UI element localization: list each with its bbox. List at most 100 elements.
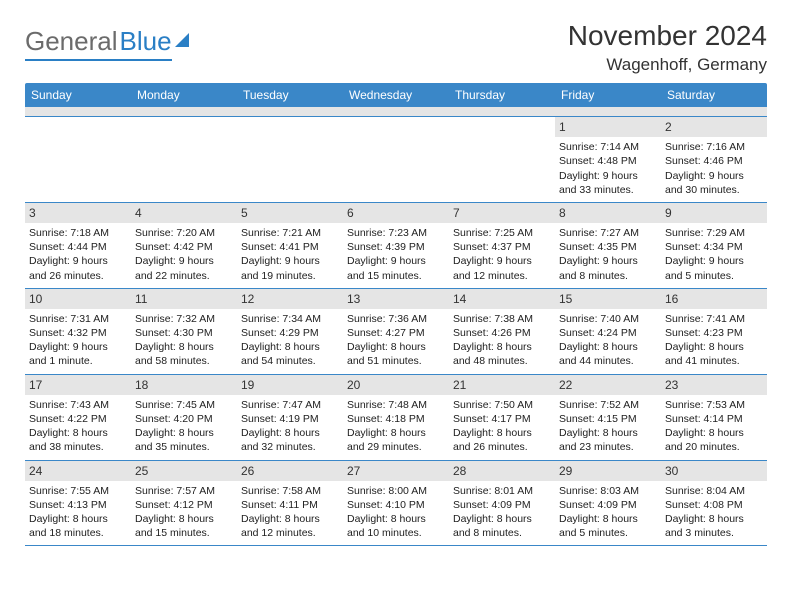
daylight-line: Daylight: 9 hours and 33 minutes. xyxy=(559,169,657,197)
day-cell: 25Sunrise: 7:57 AMSunset: 4:12 PMDayligh… xyxy=(131,461,237,546)
spacer-row xyxy=(25,107,767,117)
daylight-line: Daylight: 8 hours and 41 minutes. xyxy=(665,340,763,368)
daylight-line: Daylight: 9 hours and 19 minutes. xyxy=(241,254,339,282)
day-cell: 4Sunrise: 7:20 AMSunset: 4:42 PMDaylight… xyxy=(131,203,237,288)
day-cell: 12Sunrise: 7:34 AMSunset: 4:29 PMDayligh… xyxy=(237,289,343,374)
sunrise-line: Sunrise: 8:04 AM xyxy=(665,484,763,498)
day-cell: 17Sunrise: 7:43 AMSunset: 4:22 PMDayligh… xyxy=(25,375,131,460)
day-number: 4 xyxy=(131,203,237,223)
daylight-line: Daylight: 8 hours and 32 minutes. xyxy=(241,426,339,454)
day-cell: 29Sunrise: 8:03 AMSunset: 4:09 PMDayligh… xyxy=(555,461,661,546)
title-block: November 2024 Wagenhoff, Germany xyxy=(568,20,767,75)
day-number: 16 xyxy=(661,289,767,309)
day-number: 17 xyxy=(25,375,131,395)
week-row: 17 Sunrise: 7:43 AMSunset: 4:22 PM Dayligh… xyxy=(25,375,767,461)
day-cell: 16 Sunrise: 7:41 AMSunset: 4:23 PMDayligh… xyxy=(661,289,767,374)
daylight-line: Daylight: 9 hours and 30 minutes. xyxy=(665,169,763,197)
daylight-line: Daylight: 8 hours and 8 minutes. xyxy=(453,512,551,540)
daylight-line: Daylight: 8 hours and 26 minutes. xyxy=(453,426,551,454)
daylight-line: Daylight: 8 hours and 5 minutes. xyxy=(559,512,657,540)
daylight-line: Daylight: 8 hours and 44 minutes. xyxy=(559,340,657,368)
day-number: 28 xyxy=(449,461,555,481)
sunset-line: Sunset: 4:48 PM xyxy=(559,154,657,168)
day-number: 25 xyxy=(131,461,237,481)
daylight-line: Daylight: 9 hours and 15 minutes. xyxy=(347,254,445,282)
sunrise-line: Sunrise: 7:14 AM xyxy=(559,140,657,154)
day-cell: 26Sunrise: 7:58 AMSunset: 4:11 PMDayligh… xyxy=(237,461,343,546)
logo-triangle-icon xyxy=(175,33,189,47)
sunrise-line: Sunrise: 7:16 AM xyxy=(665,140,763,154)
sunset-line: Sunset: 4:12 PM xyxy=(135,498,233,512)
day-number: 15 xyxy=(555,289,661,309)
daylight-line: Daylight: 8 hours and 58 minutes. xyxy=(135,340,233,368)
sunset-line: Sunset: 4:13 PM xyxy=(29,498,127,512)
sunset-line: Sunset: 4:34 PM xyxy=(665,240,763,254)
sunset-line: Sunset: 4:08 PM xyxy=(665,498,763,512)
sunset-line: Sunset: 4:22 PM xyxy=(29,412,127,426)
day-cell: 15 Sunrise: 7:40 AMSunset: 4:24 PMDayligh… xyxy=(555,289,661,374)
daylight-line: Daylight: 9 hours and 26 minutes. xyxy=(29,254,127,282)
sunrise-line: Sunrise: 7:25 AM xyxy=(453,226,551,240)
sunset-line: Sunset: 4:32 PM xyxy=(29,326,127,340)
sunset-line: Sunset: 4:23 PM xyxy=(665,326,763,340)
daylight-line: Daylight: 9 hours and 8 minutes. xyxy=(559,254,657,282)
day-cell: 8Sunrise: 7:27 AMSunset: 4:35 PMDaylight… xyxy=(555,203,661,288)
daylight-line: Daylight: 8 hours and 18 minutes. xyxy=(29,512,127,540)
day-cell: 6Sunrise: 7:23 AMSunset: 4:39 PMDaylight… xyxy=(343,203,449,288)
day-number: 23 xyxy=(661,375,767,395)
sunrise-line: Sunrise: 7:34 AM xyxy=(241,312,339,326)
daylight-line: Daylight: 8 hours and 20 minutes. xyxy=(665,426,763,454)
day-number: 7 xyxy=(449,203,555,223)
day-number: 13 xyxy=(343,289,449,309)
sunrise-line: Sunrise: 8:00 AM xyxy=(347,484,445,498)
sunrise-line: Sunrise: 7:50 AM xyxy=(453,398,551,412)
day-cell: 19Sunrise: 7:47 AMSunset: 4:19 PMDayligh… xyxy=(237,375,343,460)
sunset-line: Sunset: 4:15 PM xyxy=(559,412,657,426)
sunrise-line: Sunrise: 7:41 AM xyxy=(665,312,763,326)
sunset-line: Sunset: 4:35 PM xyxy=(559,240,657,254)
day-number: 1 xyxy=(555,117,661,137)
sunset-line: Sunset: 4:10 PM xyxy=(347,498,445,512)
empty-cell: . xyxy=(449,117,555,202)
sunrise-line: Sunrise: 8:01 AM xyxy=(453,484,551,498)
logo-word1: General xyxy=(25,26,118,56)
sunrise-line: Sunrise: 7:58 AM xyxy=(241,484,339,498)
day-header: Wednesday xyxy=(343,83,449,107)
day-number: 11 xyxy=(131,289,237,309)
daylight-line: Daylight: 9 hours and 5 minutes. xyxy=(665,254,763,282)
sunrise-line: Sunrise: 7:21 AM xyxy=(241,226,339,240)
week-row: .....1Sunrise: 7:14 AMSunset: 4:48 PMDay… xyxy=(25,117,767,203)
empty-cell: . xyxy=(237,117,343,202)
sunset-line: Sunset: 4:24 PM xyxy=(559,326,657,340)
sunrise-line: Sunrise: 7:40 AM xyxy=(559,312,657,326)
day-cell: 10Sunrise: 7:31 AMSunset: 4:32 PMDayligh… xyxy=(25,289,131,374)
day-number: 18 xyxy=(131,375,237,395)
day-cell: 28Sunrise: 8:01 AMSunset: 4:09 PMDayligh… xyxy=(449,461,555,546)
day-cell: 30Sunrise: 8:04 AMSunset: 4:08 PMDayligh… xyxy=(661,461,767,546)
day-cell: 20Sunrise: 7:48 AMSunset: 4:18 PMDayligh… xyxy=(343,375,449,460)
day-number: 10 xyxy=(25,289,131,309)
empty-cell: . xyxy=(25,117,131,202)
header: GeneralBlue November 2024 Wagenhoff, Ger… xyxy=(25,20,767,75)
day-header: Friday xyxy=(555,83,661,107)
day-cell: 22Sunrise: 7:52 AMSunset: 4:15 PMDayligh… xyxy=(555,375,661,460)
sunset-line: Sunset: 4:30 PM xyxy=(135,326,233,340)
day-number: 14 xyxy=(449,289,555,309)
sunset-line: Sunset: 4:44 PM xyxy=(29,240,127,254)
day-number: 2 xyxy=(661,117,767,137)
sunrise-line: Sunrise: 7:38 AM xyxy=(453,312,551,326)
sunrise-line: Sunrise: 7:43 AM xyxy=(29,398,127,412)
sunrise-line: Sunrise: 7:20 AM xyxy=(135,226,233,240)
day-cell: 7Sunrise: 7:25 AMSunset: 4:37 PMDaylight… xyxy=(449,203,555,288)
sunrise-line: Sunrise: 7:45 AM xyxy=(135,398,233,412)
empty-cell: . xyxy=(343,117,449,202)
sunrise-line: Sunrise: 8:03 AM xyxy=(559,484,657,498)
day-cell: 2Sunrise: 7:16 AMSunset: 4:46 PMDaylight… xyxy=(661,117,767,202)
sunset-line: Sunset: 4:26 PM xyxy=(453,326,551,340)
sunset-line: Sunset: 4:29 PM xyxy=(241,326,339,340)
daylight-line: Daylight: 8 hours and 15 minutes. xyxy=(135,512,233,540)
sunrise-line: Sunrise: 7:32 AM xyxy=(135,312,233,326)
day-cell: 9Sunrise: 7:29 AMSunset: 4:34 PMDaylight… xyxy=(661,203,767,288)
week-row: 10Sunrise: 7:31 AMSunset: 4:32 PMDayligh… xyxy=(25,289,767,375)
day-cell: 14Sunrise: 7:38 AMSunset: 4:26 PMDayligh… xyxy=(449,289,555,374)
